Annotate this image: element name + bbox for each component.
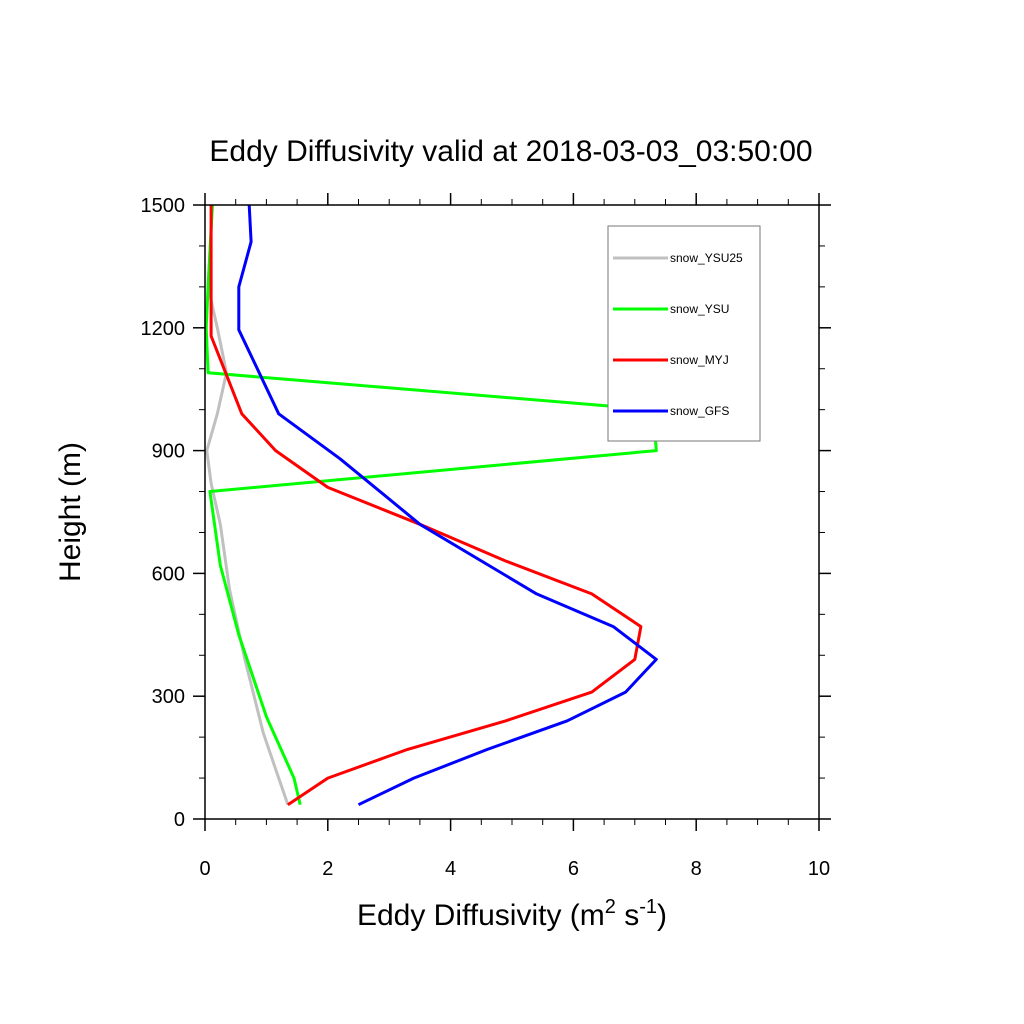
x-tick-label: 8 [691, 858, 702, 880]
x-axis-label-main: Eddy Diffusivity (m [357, 899, 605, 932]
chart-title: Eddy Diffusivity valid at 2018-03-03_03:… [209, 135, 812, 168]
legend-items: snow_YSU25 snow_YSU snow_MYJ snow_GFS [613, 251, 743, 418]
x-axis-label-mid: s [616, 899, 639, 932]
series-layer [204, 204, 658, 807]
legend-box [607, 225, 761, 442]
legend-label-snow-myj: snow_MYJ [670, 353, 729, 367]
series-line-snow-gfs [237, 204, 658, 807]
series-line-snow-ysu [204, 204, 658, 806]
x-axis-label: Eddy Diffusivity (m2 s-1) [357, 896, 667, 932]
y-tick-label: 600 [152, 563, 185, 585]
y-tick-label: 1200 [141, 318, 186, 340]
y-axis-label: Height (m) [54, 442, 87, 582]
x-tick-label: 2 [322, 858, 333, 880]
y-tick-label: 0 [174, 809, 185, 831]
legend-label-snow-gfs: snow_GFS [670, 404, 729, 418]
legend: snow_YSU25 snow_YSU snow_MYJ snow_GFS [607, 225, 761, 442]
y-tick-label: 900 [152, 441, 185, 463]
legend-label-snow-ysu: snow_YSU [670, 302, 729, 316]
x-axis-label-end: ) [657, 899, 667, 932]
x-tick-label: 6 [568, 858, 579, 880]
y-tick-label: 300 [152, 686, 185, 708]
y-tick-label: 1500 [141, 195, 186, 217]
x-axis-label-sup1: 2 [605, 896, 616, 918]
legend-label-snow-ysu25: snow_YSU25 [670, 251, 743, 265]
ticks-layer: 0 2 4 6 8 10 0 300 600 900 1200 1500 [141, 193, 831, 880]
x-tick-label: 0 [199, 858, 210, 880]
series-line-snow-myj [209, 205, 643, 806]
x-tick-label: 10 [808, 858, 830, 880]
x-axis-label-sup2: -1 [639, 896, 657, 918]
x-tick-label: 4 [445, 858, 456, 880]
series-line-snow-ysu25 [205, 204, 290, 806]
